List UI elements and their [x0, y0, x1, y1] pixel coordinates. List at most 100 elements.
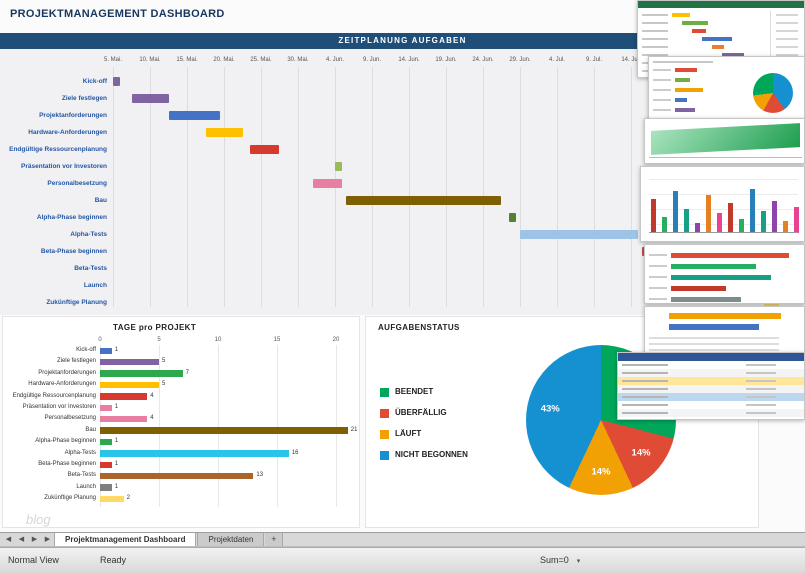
bar-beta-tests[interactable]	[100, 472, 254, 480]
gantt-task-label: Bau	[94, 197, 107, 204]
gantt-gridline	[298, 67, 299, 307]
bar-row: Alpha-Tests 16	[3, 448, 359, 459]
gantt-date-axis: 5. Mai. 10. Mai. 15. Mai. 20. Mai. 25. Mai. 3…	[0, 49, 805, 315]
bar-axis-tick: 20	[332, 337, 340, 343]
gantt-bar-zuk-nftige-planung[interactable]	[764, 298, 779, 307]
gantt-gridline	[483, 67, 484, 307]
bar-hardware-anforderungen[interactable]	[100, 381, 159, 389]
gantt-bar-ziele-festlegen[interactable]	[131, 94, 169, 103]
bar-endg-ltige-ressourcenplanung[interactable]	[100, 393, 148, 400]
bar-bau[interactable]	[100, 427, 348, 434]
gantt-row: Alpha-Phase beginnen	[0, 209, 805, 226]
gantt-bar-endg-ltige-ressourcenplanung[interactable]	[249, 145, 280, 154]
bar-value-label: 2	[126, 495, 130, 502]
gantt-bar-beta-tests[interactable]	[653, 264, 750, 273]
gantt-bar-bau[interactable]	[346, 196, 502, 205]
gantt-row: Hardware-Anforderungen	[0, 124, 805, 141]
bar-category-label: Ziele festlegen	[56, 358, 96, 365]
bar-axis-tick: 0	[98, 337, 102, 343]
legend-label: ÜBERFÄLLIG	[395, 408, 447, 417]
gantt-bar-beta-phase-beginnen[interactable]	[642, 247, 650, 256]
bar-row: Personalbesetzung 4	[3, 413, 359, 424]
gantt-gridline	[409, 67, 410, 307]
bar-category-label: Alpha-Tests	[64, 449, 96, 456]
gantt-section-header: ZEITPLANUNG AUFGABEN	[0, 33, 805, 49]
gantt-gridline	[520, 67, 521, 307]
gantt-gridline	[261, 67, 262, 307]
sheet-tab-projektmanagement-dashboard[interactable]: Projektmanagement Dashboard	[54, 533, 197, 546]
gantt-bar-launch[interactable]	[753, 281, 761, 290]
gantt-date-label: 10. Mai.	[139, 57, 161, 63]
gantt-task-label: Präsentation vor Investoren	[21, 163, 107, 170]
bar-chart-panel: TAGE pro PROJEKT 0 5 10 15 20 Kick-off 1 Ziele…	[2, 316, 360, 528]
chevron-down-icon: ▾	[576, 558, 581, 565]
gantt-bar-hardware-anforderungen[interactable]	[205, 128, 243, 137]
bar-ziele-festlegen[interactable]	[100, 358, 159, 366]
bar-category-label: Personalbesetzung	[44, 415, 96, 422]
gantt-gridline	[187, 67, 188, 307]
bar-value-label: 1	[114, 438, 119, 445]
bar-category-label: Projektanforderungen	[38, 369, 96, 376]
tab-scroll-last[interactable]: ▶	[44, 536, 51, 543]
add-sheet-tab[interactable]: +	[265, 533, 284, 546]
status-bar: Normal View Ready Sum=0 ▾	[0, 547, 805, 574]
gantt-bar-pr-sentation-vor-investoren[interactable]	[335, 162, 343, 171]
bar-value-label: 5	[162, 381, 166, 388]
bar-value-label: 1	[114, 404, 119, 410]
legend-swatch-icon	[380, 409, 389, 418]
gantt-date-label: 9. Jun.	[362, 57, 381, 63]
aggregate-value: Sum=0	[540, 555, 569, 565]
bar-beta-phase-beginnen[interactable]	[100, 461, 112, 468]
gantt-task-label: Ziele festlegen	[61, 95, 107, 102]
pie-chart-panel: AUFGABENSTATUS BEENDET ÜBERFÄLLIG LÄUFT NIC…	[365, 316, 759, 528]
gantt-bar-personalbesetzung[interactable]	[312, 179, 343, 188]
gantt-date-label: 4. Jun.	[325, 57, 344, 63]
view-mode-button[interactable]: Normal View	[8, 555, 59, 565]
gantt-gridline	[224, 67, 225, 307]
gantt-bar-projektanforderungen[interactable]	[168, 111, 221, 120]
bar-personalbesetzung[interactable]	[100, 415, 148, 423]
bar-value-label: 21	[350, 426, 358, 433]
bar-row: Bau 21	[3, 425, 359, 436]
gantt-row: Launch	[0, 277, 805, 294]
bar-value-label: 1	[114, 483, 119, 490]
bar-chart-rows: Kick-off 1 Ziele festlegen 5 Projektanforder…	[3, 317, 359, 527]
bar-projektanforderungen[interactable]	[100, 370, 183, 377]
bar-value-label: 16	[291, 449, 299, 456]
pie-chart: 14% 14% 43%	[526, 345, 676, 495]
pie-chart-title: AUFGABENSTATUS	[378, 323, 460, 332]
gantt-task-label: Endgültige Ressourcenplanung	[9, 146, 107, 153]
sheet-tab-projektdaten[interactable]: Projektdaten	[197, 533, 265, 546]
bar-pr-sentation-vor-investoren[interactable]	[100, 404, 112, 411]
bar-row: Launch 1	[3, 482, 359, 493]
tab-scroll-next[interactable]: ▶	[31, 536, 38, 543]
gantt-task-label: Beta-Phase beginnen	[40, 248, 107, 255]
bar-zuk-nftige-planung[interactable]	[100, 495, 124, 503]
bar-row: Endgültige Ressourcenplanung 4	[3, 391, 359, 402]
gantt-row: Präsentation vor Investoren	[0, 158, 805, 175]
bar-kick-off[interactable]	[100, 347, 112, 354]
gantt-bar-alpha-phase-beginnen[interactable]	[508, 213, 517, 222]
gantt-bar-alpha-tests[interactable]	[520, 230, 639, 239]
bar-axis-tick: 15	[273, 337, 281, 343]
gantt-date-label: 29. Jun.	[509, 57, 531, 63]
aggregate-display[interactable]: Sum=0 ▾	[540, 555, 580, 565]
legend-swatch-icon	[380, 451, 389, 460]
gantt-gridline	[631, 67, 632, 307]
gantt-task-rows: Kick-off Ziele festlegen Projektanforderun…	[0, 49, 805, 315]
bar-alpha-phase-beginnen[interactable]	[100, 438, 112, 446]
gantt-gridline	[113, 67, 114, 307]
bar-category-label: Launch	[76, 483, 96, 490]
tab-scroll-first[interactable]: ◀	[5, 536, 12, 543]
gantt-gridline	[446, 67, 447, 307]
bar-category-label: Kick-off	[76, 347, 96, 353]
bar-alpha-tests[interactable]	[100, 450, 289, 457]
bar-launch[interactable]	[100, 484, 112, 491]
bar-value-label: 13	[256, 472, 264, 479]
gantt-row: Projektanforderungen	[0, 107, 805, 124]
bar-category-label: Zukünftige Planung	[44, 495, 96, 502]
bar-category-label: Endgültige Ressourcenplanung	[12, 392, 96, 399]
tab-scroll-prev[interactable]: ◀	[18, 536, 25, 543]
gantt-bar-kick-off[interactable]	[113, 77, 121, 86]
